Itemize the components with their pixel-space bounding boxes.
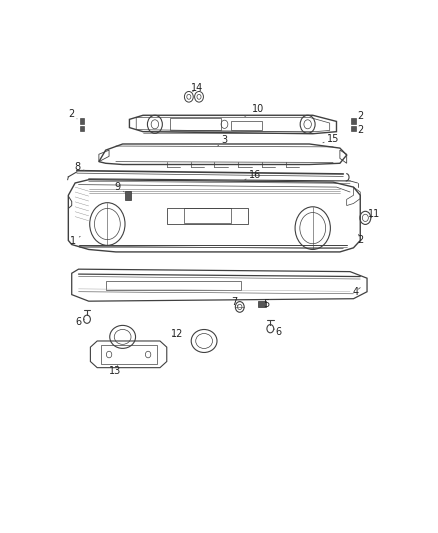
Text: 16: 16 (245, 170, 261, 180)
Text: 2: 2 (352, 125, 364, 135)
Text: 2: 2 (352, 111, 364, 122)
Polygon shape (351, 126, 356, 131)
Text: 8: 8 (75, 163, 85, 172)
Polygon shape (80, 126, 84, 131)
Text: 12: 12 (171, 329, 183, 339)
Polygon shape (125, 191, 131, 200)
Text: 1: 1 (71, 236, 80, 246)
Text: 6: 6 (75, 317, 85, 327)
Text: 4: 4 (352, 287, 360, 297)
Text: 9: 9 (114, 182, 124, 192)
Text: 2: 2 (68, 109, 77, 119)
Text: 3: 3 (218, 135, 227, 146)
Text: 7: 7 (232, 297, 238, 307)
Polygon shape (351, 118, 356, 124)
Text: 10: 10 (245, 104, 265, 117)
Text: 2: 2 (357, 235, 364, 245)
Polygon shape (258, 301, 266, 307)
Polygon shape (80, 118, 84, 124)
Text: 6: 6 (274, 327, 281, 336)
Text: 5: 5 (263, 299, 269, 309)
Text: 13: 13 (109, 366, 121, 376)
Text: 14: 14 (191, 83, 203, 93)
Text: 11: 11 (368, 209, 380, 219)
Text: 15: 15 (323, 134, 339, 144)
